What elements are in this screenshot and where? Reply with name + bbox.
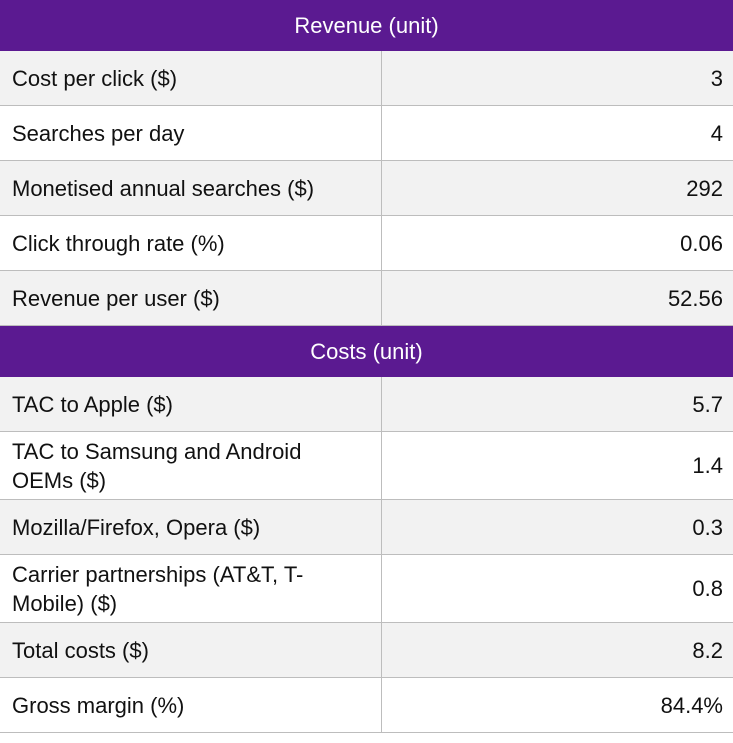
table-row: TAC to Apple ($) 5.7: [0, 377, 733, 432]
table-row: Searches per day 4: [0, 105, 733, 161]
table-row: Gross margin (%) 84.4%: [0, 677, 733, 733]
row-label: Gross margin (%): [0, 677, 382, 733]
row-value: 3: [381, 51, 733, 106]
row-value: 5.7: [381, 377, 733, 432]
table-row: Carrier partnerships (AT&T, T-Mobile) ($…: [0, 554, 733, 623]
row-label: Click through rate (%): [0, 215, 382, 271]
row-value: 0.3: [381, 499, 733, 555]
section-header-revenue: Revenue (unit): [0, 0, 733, 51]
section-header-costs: Costs (unit): [0, 325, 733, 377]
row-value: 1.4: [381, 431, 733, 500]
table-row: Click through rate (%) 0.06: [0, 215, 733, 271]
section-title: Costs (unit): [0, 325, 733, 377]
row-value: 4: [381, 105, 733, 161]
row-label: Revenue per user ($): [0, 270, 382, 326]
row-label: Mozilla/Firefox, Opera ($): [0, 499, 382, 555]
table-row: Mozilla/Firefox, Opera ($) 0.3: [0, 499, 733, 555]
row-value: 8.2: [381, 622, 733, 678]
row-label: Cost per click ($): [0, 51, 382, 106]
row-label: TAC to Apple ($): [0, 377, 382, 432]
table-row: Total costs ($) 8.2: [0, 622, 733, 678]
table-row: Cost per click ($) 3: [0, 51, 733, 106]
row-label: TAC to Samsung and Android OEMs ($): [0, 431, 382, 500]
row-label: Monetised annual searches ($): [0, 160, 382, 216]
row-value: 292: [381, 160, 733, 216]
row-value: 52.56: [381, 270, 733, 326]
row-label: Carrier partnerships (AT&T, T-Mobile) ($…: [0, 554, 382, 623]
row-value: 0.06: [381, 215, 733, 271]
row-value: 0.8: [381, 554, 733, 623]
row-label: Total costs ($): [0, 622, 382, 678]
table-row: Revenue per user ($) 52.56: [0, 270, 733, 326]
table-row: Monetised annual searches ($) 292: [0, 160, 733, 216]
table-row: TAC to Samsung and Android OEMs ($) 1.4: [0, 431, 733, 500]
section-title: Revenue (unit): [0, 0, 733, 51]
row-value: 84.4%: [381, 677, 733, 733]
row-label: Searches per day: [0, 105, 382, 161]
